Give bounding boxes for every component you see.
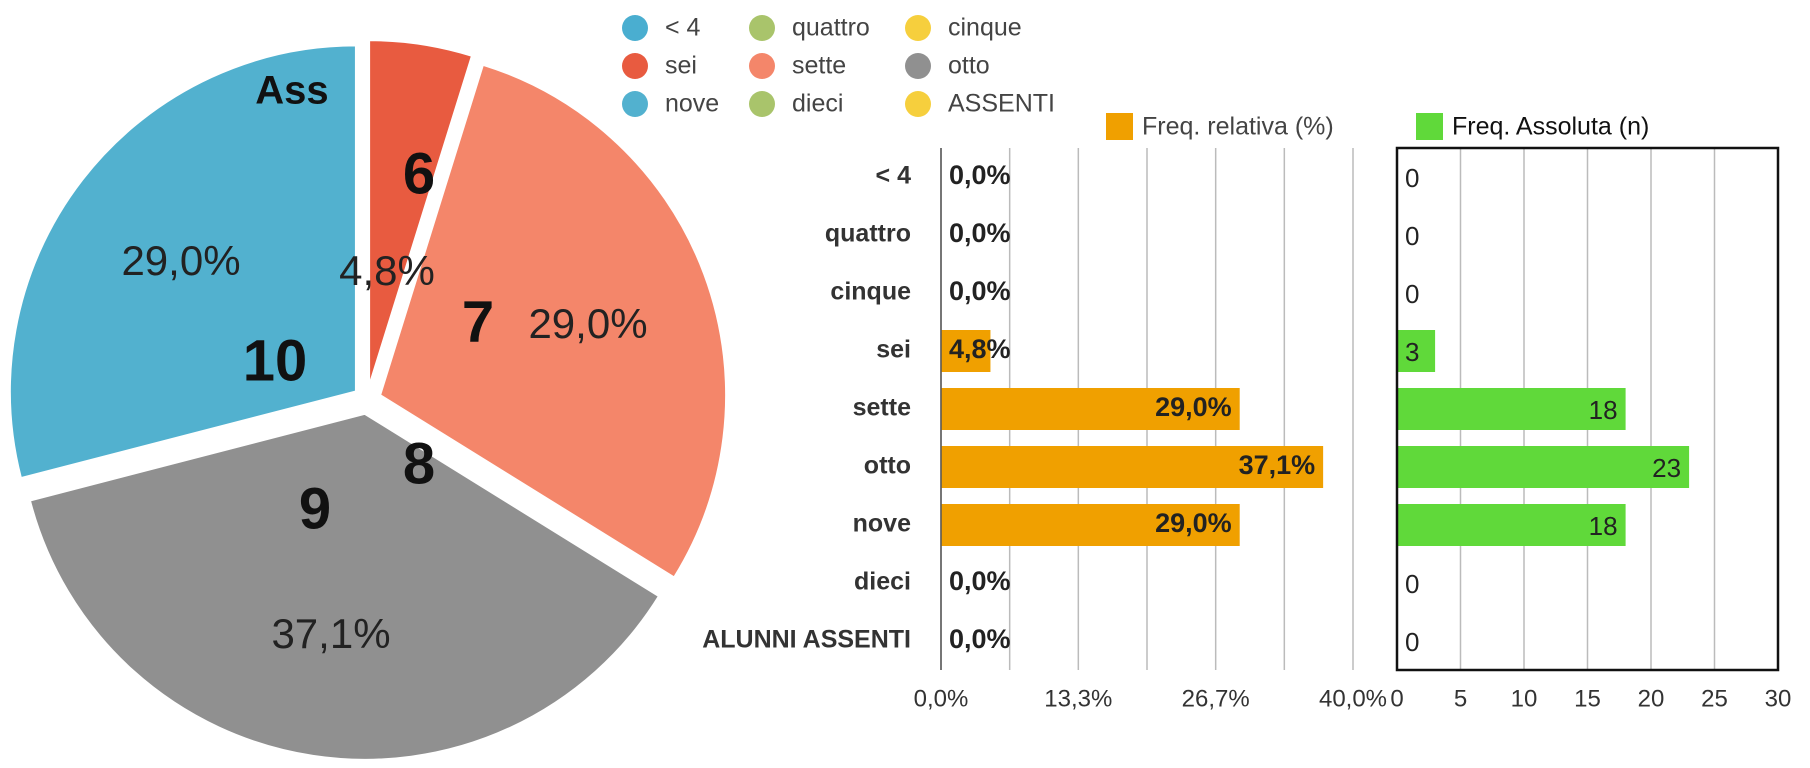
category-label: cinque xyxy=(830,278,911,306)
value-label: 0 xyxy=(1405,221,1419,251)
value-label: 0 xyxy=(1405,627,1419,657)
bar xyxy=(1397,504,1626,546)
legend-swatch xyxy=(749,15,775,41)
value-label: 0 xyxy=(1405,569,1419,599)
value-label: 3 xyxy=(1405,337,1419,367)
plot-frame xyxy=(1395,146,1780,672)
pie-value-label: 4,8% xyxy=(339,247,435,294)
slice-label: 7 xyxy=(462,289,494,354)
legend-swatch xyxy=(622,53,648,79)
pie-slice xyxy=(8,44,357,480)
category-label: < 4 xyxy=(876,162,912,190)
legend-swatch xyxy=(1106,113,1133,140)
slice-label: 9 xyxy=(299,476,331,541)
x-tick-label: 40,0% xyxy=(1319,685,1387,712)
category-label: sei xyxy=(876,336,911,364)
legend-swatch xyxy=(622,15,648,41)
pie-value-label: 29,0% xyxy=(121,237,240,284)
value-label: 0 xyxy=(1405,163,1419,193)
legend-swatch xyxy=(622,91,648,117)
pie-slice xyxy=(28,412,661,761)
value-label: 29,0% xyxy=(1155,392,1232,422)
legend-label: Freq. relativa (%) xyxy=(1142,113,1334,141)
value-label: 18 xyxy=(1589,395,1618,425)
legend-label: nove xyxy=(665,90,719,118)
legend-label: dieci xyxy=(792,90,843,118)
x-tick-label: 10 xyxy=(1511,685,1538,712)
x-tick-label: 0,0% xyxy=(914,685,969,712)
value-label: 23 xyxy=(1652,453,1681,483)
value-label: 29,0% xyxy=(1155,508,1232,538)
bar xyxy=(941,504,1240,546)
slice-label: 6 xyxy=(403,141,435,206)
category-label: otto xyxy=(864,452,911,480)
bar xyxy=(941,446,1324,488)
bar xyxy=(941,388,1240,430)
legend-label: otto xyxy=(948,52,990,80)
bar xyxy=(1397,388,1626,430)
value-label: 0 xyxy=(1405,279,1419,309)
value-label: 37,1% xyxy=(1239,450,1316,480)
value-label: 0,0% xyxy=(949,276,1011,306)
x-tick-label: 30 xyxy=(1765,685,1792,712)
bar xyxy=(1397,330,1436,372)
pie-value-label: 29,0% xyxy=(528,300,647,347)
legend-label: sette xyxy=(792,52,846,80)
slice-label: Ass xyxy=(255,69,328,113)
category-label: quattro xyxy=(825,220,911,248)
x-tick-label: 5 xyxy=(1454,685,1467,712)
pie-value-label: 37,1% xyxy=(271,610,390,657)
legend-swatch xyxy=(905,91,931,117)
category-label: ALUNNI ASSENTI xyxy=(702,626,911,654)
pie-slice xyxy=(368,39,474,387)
value-label: 0,0% xyxy=(949,218,1011,248)
legend-label: < 4 xyxy=(665,14,701,42)
category-label: nove xyxy=(853,510,911,538)
value-label: 4,8% xyxy=(949,334,1011,364)
legend-label: quattro xyxy=(792,14,870,42)
legend-swatch xyxy=(749,53,775,79)
value-label: 18 xyxy=(1589,511,1618,541)
legend-label: Freq. Assoluta (n) xyxy=(1452,113,1649,141)
legend-label: ASSENTI xyxy=(948,90,1055,118)
pie-slice xyxy=(378,63,728,579)
legend-label: sei xyxy=(665,52,697,80)
category-label: sette xyxy=(853,394,911,422)
value-label: 0,0% xyxy=(949,566,1011,596)
category-label: dieci xyxy=(854,568,911,596)
legend-swatch xyxy=(905,15,931,41)
x-tick-label: 13,3% xyxy=(1044,685,1112,712)
slice-label: 10 xyxy=(243,328,308,393)
legend-swatch xyxy=(1416,113,1443,140)
value-label: 0,0% xyxy=(949,624,1011,654)
legend-label: cinque xyxy=(948,14,1022,42)
value-label: 0,0% xyxy=(949,160,1011,190)
bar xyxy=(1397,446,1690,488)
bar xyxy=(941,330,991,372)
x-tick-label: 0 xyxy=(1390,685,1403,712)
x-tick-label: 26,7% xyxy=(1182,685,1250,712)
x-tick-label: 20 xyxy=(1638,685,1665,712)
x-tick-label: 15 xyxy=(1574,685,1601,712)
legend-swatch xyxy=(905,53,931,79)
slice-label: 8 xyxy=(403,431,435,496)
legend-swatch xyxy=(749,91,775,117)
x-tick-label: 25 xyxy=(1701,685,1728,712)
